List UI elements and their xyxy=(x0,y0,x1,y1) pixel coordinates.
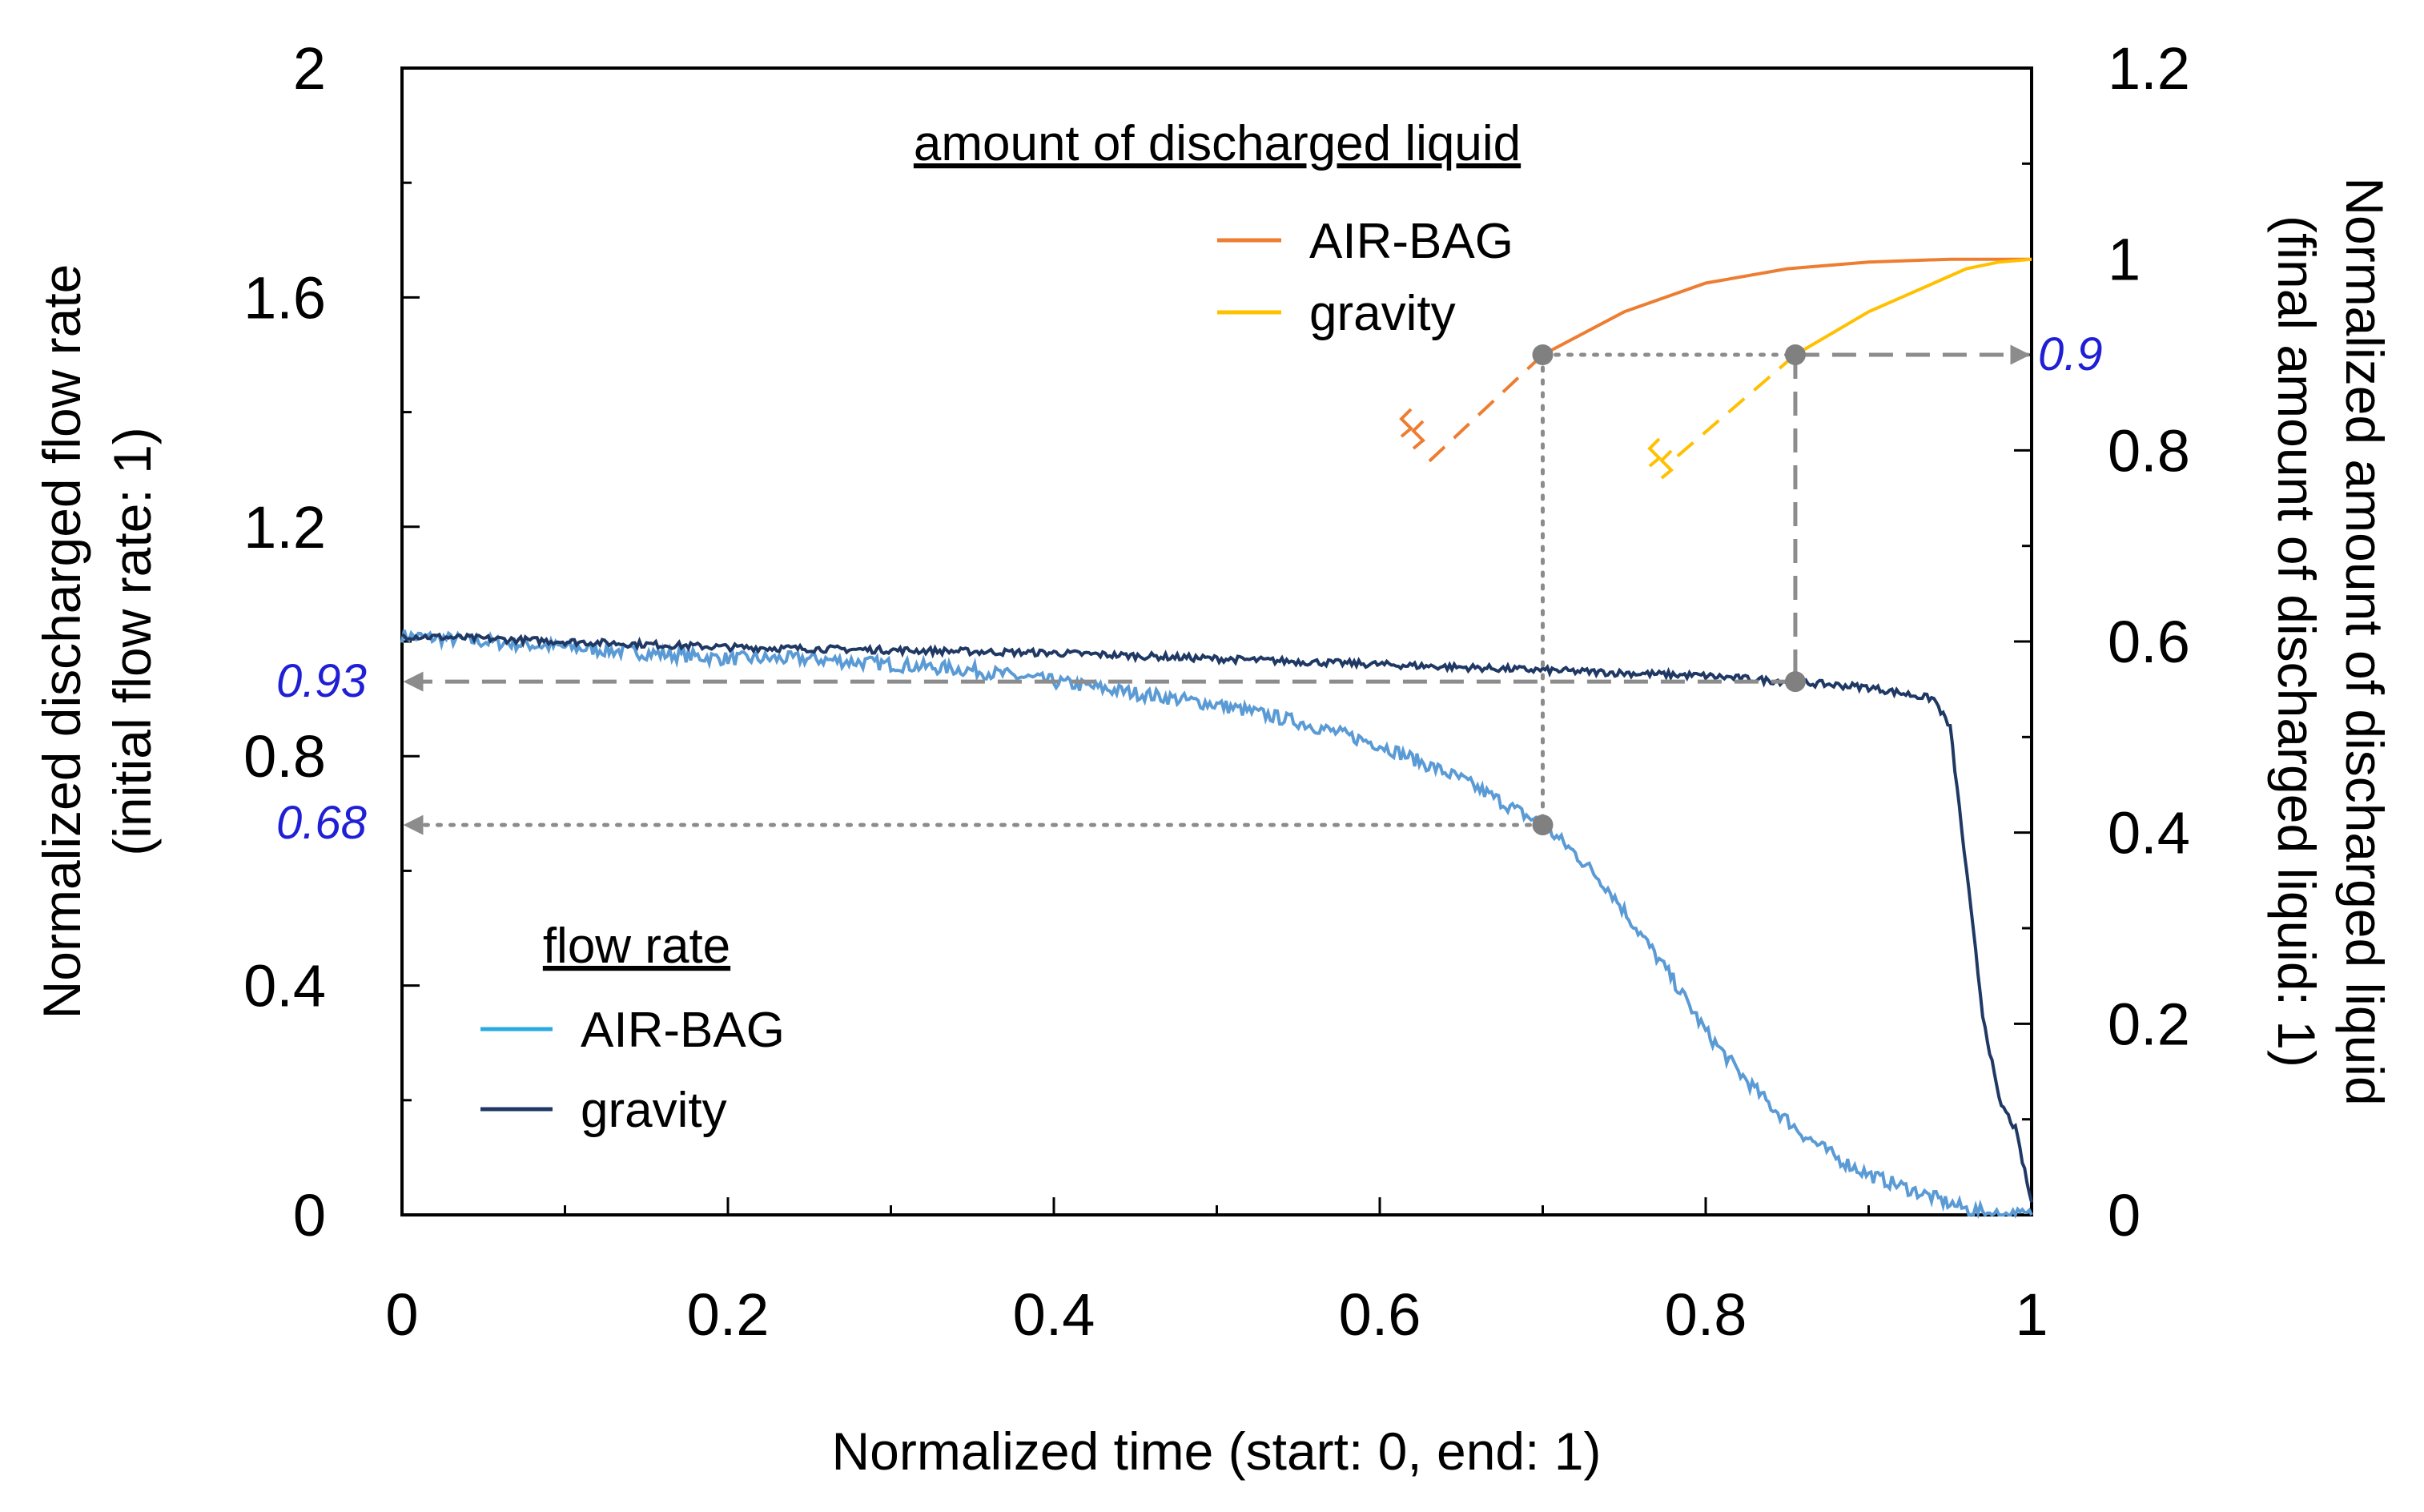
x-tick-label: 0.2 xyxy=(687,1281,770,1348)
y-right-tick-label: 1 xyxy=(2108,227,2141,293)
axis-ticks: 0 0.2 0.4 0.6 0.8 100.40.81.21.6200.20.40.60.… xyxy=(243,35,2190,1348)
y-left-tick-label: 1.2 xyxy=(243,494,326,561)
x-axis-title: Normalized time (start: 0, end: 1) xyxy=(832,1422,1602,1481)
legend-amount-airbag-label: AIR-BAG xyxy=(1309,214,1513,269)
series-layer xyxy=(400,257,2033,1220)
legend-flow: flow rate AIR-BAG gravity xyxy=(480,919,785,1138)
y-left-axis-title-line1: Normalized discharged flow rate xyxy=(32,264,91,1019)
reference-lines xyxy=(403,344,2031,836)
y-right-axis-title-line2: (final amount of discharged liquid: 1) xyxy=(2267,215,2326,1068)
legend-flow-title: flow rate xyxy=(543,919,730,974)
y-right-tick-label: 0 xyxy=(2108,1182,2141,1249)
y-right-tick-label: 0.6 xyxy=(2108,609,2190,675)
y-right-tick-label: 0.4 xyxy=(2108,800,2190,867)
legend-amount-title: amount of discharged liquid xyxy=(914,116,1521,171)
y-right-axis-title-line1: Normalized amount of discharged liquid xyxy=(2335,177,2394,1105)
x-tick-label: 0.8 xyxy=(1665,1281,1747,1348)
dashed-extension xyxy=(1419,353,1544,471)
legend-amount: amount of discharged liquid AIR-BAG grav… xyxy=(914,116,1521,341)
y-left-tick-label: 0 xyxy=(293,1182,326,1249)
marker-point xyxy=(1784,671,1806,693)
y-left-tick-label: 0.8 xyxy=(243,723,326,790)
y-right-tick-label: 0.2 xyxy=(2108,991,2190,1057)
marker-point xyxy=(1784,344,1806,365)
y-left-axis-title-line2: (initial flow rate: 1) xyxy=(103,427,162,856)
series-amount-gravity xyxy=(1794,257,2032,356)
dashed-extension xyxy=(1671,353,1797,461)
x-tick-label: 0.6 xyxy=(1339,1281,1421,1348)
legend-flow-gravity-label: gravity xyxy=(581,1083,727,1138)
break-glyph-gravity-icon xyxy=(1647,437,1674,480)
annotation-0-93: 0.93 xyxy=(276,655,367,707)
marker-point xyxy=(1532,344,1554,365)
legend-amount-gravity-label: gravity xyxy=(1309,286,1456,341)
legend-flow-airbag-label: AIR-BAG xyxy=(581,1003,785,1058)
x-tick-label: 0.4 xyxy=(1013,1281,1095,1348)
series-flow-rate-gravity xyxy=(400,632,2033,1203)
y-left-tick-label: 2 xyxy=(293,35,326,102)
marker-point xyxy=(1532,814,1554,836)
y-right-tick-label: 1.2 xyxy=(2108,35,2190,102)
annotation-0-68: 0.68 xyxy=(276,797,367,849)
series-flow-rate-air-bag xyxy=(400,629,2033,1220)
x-tick-label: 1 xyxy=(2015,1281,2048,1348)
annotation-0-9: 0.9 xyxy=(2038,328,2103,380)
y-left-tick-label: 1.6 xyxy=(243,264,326,331)
x-tick-label: 0 xyxy=(385,1281,418,1348)
y-left-tick-label: 0.4 xyxy=(243,953,326,1019)
break-glyph-airbag-icon xyxy=(1399,408,1425,450)
y-right-tick-label: 0.8 xyxy=(2108,417,2190,484)
series-amount-air-bag xyxy=(1542,257,2032,356)
